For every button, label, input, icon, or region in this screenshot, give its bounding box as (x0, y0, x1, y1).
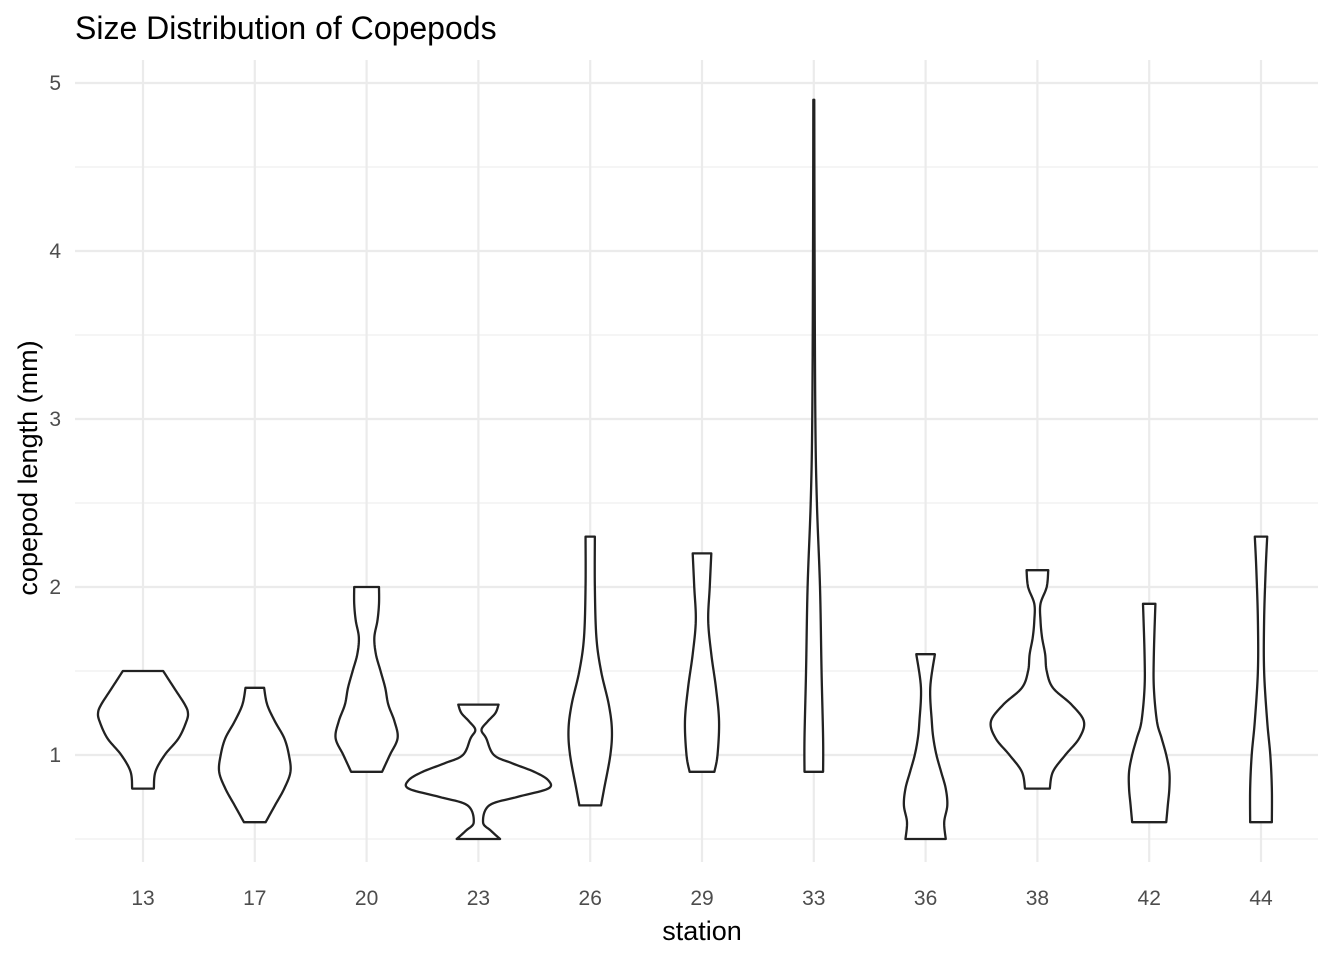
violin-station-38 (989, 569, 1086, 790)
x-tick-label: 44 (1249, 887, 1273, 910)
y-tick-label: 2 (49, 576, 61, 599)
violin-station-36 (902, 653, 949, 841)
violin-station-23 (404, 703, 553, 841)
x-tick-label: 38 (1026, 887, 1049, 910)
x-axis-title: station (662, 916, 742, 946)
violin-station-44 (1248, 535, 1274, 824)
y-tick-label: 3 (49, 408, 61, 431)
violin-station-42 (1127, 602, 1171, 824)
y-tick-label: 1 (49, 744, 61, 767)
violin-station-29 (683, 552, 721, 773)
x-tick-label: 13 (131, 887, 154, 910)
x-tick-labels: 13 17 20 23 26 29 33 36 38 42 44 (131, 887, 1273, 910)
x-tick-label: 20 (355, 887, 378, 910)
y-axis-title: copepod length (mm) (13, 340, 43, 595)
y-tick-label: 5 (49, 72, 61, 95)
y-tick-label: 4 (49, 240, 61, 263)
violin-station-17 (217, 686, 292, 824)
x-tick-label: 42 (1138, 887, 1161, 910)
violin-station-13 (96, 669, 190, 790)
violin-station-20 (334, 585, 399, 773)
violin-layer (96, 98, 1274, 841)
x-tick-label: 17 (243, 887, 266, 910)
violin-station-26 (567, 535, 614, 807)
y-tick-labels: 1 2 3 4 5 (49, 72, 61, 767)
x-tick-label: 29 (690, 887, 713, 910)
x-tick-label: 33 (802, 887, 825, 910)
x-tick-label: 36 (914, 887, 937, 910)
x-tick-label: 23 (467, 887, 490, 910)
chart-title: Size Distribution of Copepods (75, 10, 497, 46)
x-tick-label: 26 (579, 887, 602, 910)
violin-station-33 (803, 98, 825, 773)
